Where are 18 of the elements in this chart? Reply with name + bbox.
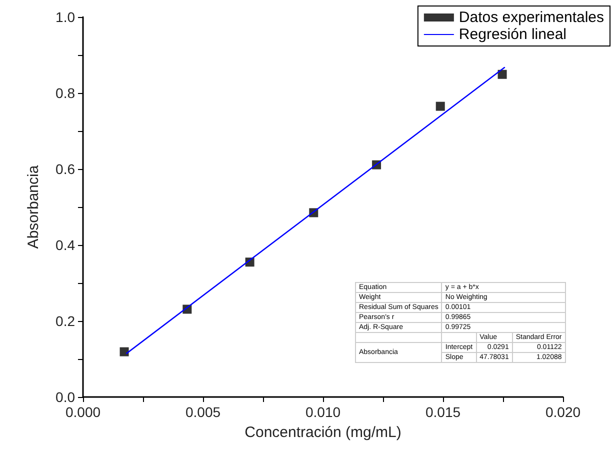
y-tick-label: 0.2 [56,313,76,329]
y-axis-title: Absorbancia [25,164,42,249]
y-tick-label: 0.4 [56,237,76,253]
point [120,347,129,356]
x-tick-label: 0.005 [185,404,221,420]
x-axis-title: Concentración (mg/mL) [244,424,402,441]
point [498,70,507,79]
legend-label: Regresión lineal [458,26,567,43]
x-tick-label: 0.020 [545,404,581,420]
x-tick-label: 0.010 [305,404,341,420]
legend-label: Datos experimentales [458,9,604,26]
x-tick-label: 0.015 [425,404,461,420]
y-tick-label: 1.0 [56,9,76,25]
y-tick-label: 0.8 [56,85,76,101]
y-tick-label: 0.0 [56,389,76,405]
point [436,102,445,111]
y-tick-label: 0.6 [56,161,76,177]
x-tick-label: 0.000 [65,404,101,420]
